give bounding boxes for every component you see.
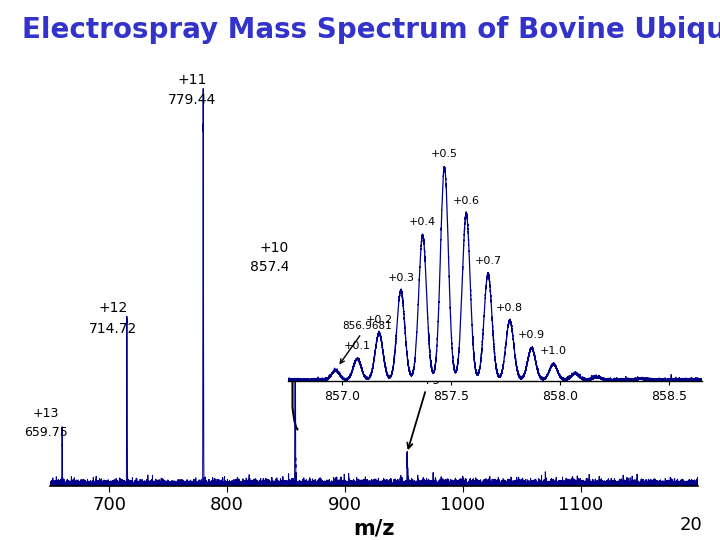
Text: +0.2: +0.2	[366, 315, 392, 326]
Text: +11: +11	[177, 72, 207, 86]
Text: M$_{\mathregular{theo}}$=8559.6112: M$_{\mathregular{theo}}$=8559.6112	[572, 141, 700, 160]
Text: 659.75: 659.75	[24, 426, 68, 439]
Text: 857.47: 857.47	[250, 260, 298, 274]
Text: +0.6: +0.6	[453, 196, 480, 206]
Text: 714.72: 714.72	[89, 322, 137, 336]
Text: +13: +13	[32, 407, 59, 420]
Text: +0.3: +0.3	[387, 273, 415, 283]
Text: +1.0: +1.0	[540, 346, 567, 356]
Text: 779.44: 779.44	[168, 93, 216, 107]
Text: M$_{\mathregular{exp}}$  =8559.603: M$_{\mathregular{exp}}$ =8559.603	[572, 186, 696, 207]
Text: Electrospray Mass Spectrum of Bovine Ubiquitin: Electrospray Mass Spectrum of Bovine Ubi…	[22, 16, 720, 44]
Text: +0.7: +0.7	[474, 256, 502, 266]
Text: +0.9: +0.9	[518, 330, 545, 340]
X-axis label: m/z: m/z	[354, 518, 395, 538]
Text: 856.9681: 856.9681	[341, 321, 392, 363]
Text: +0.5: +0.5	[431, 150, 458, 159]
Text: +10: +10	[260, 241, 289, 255]
Text: 952.63
+9: 952.63 +9	[408, 359, 454, 448]
Text: Z=+10: Z=+10	[565, 268, 654, 293]
Text: +12: +12	[98, 301, 127, 315]
Text: 20: 20	[679, 516, 702, 534]
Text: +0.1: +0.1	[343, 341, 371, 351]
Text: +0.8: +0.8	[496, 302, 523, 313]
Text: +0.4: +0.4	[409, 218, 436, 227]
